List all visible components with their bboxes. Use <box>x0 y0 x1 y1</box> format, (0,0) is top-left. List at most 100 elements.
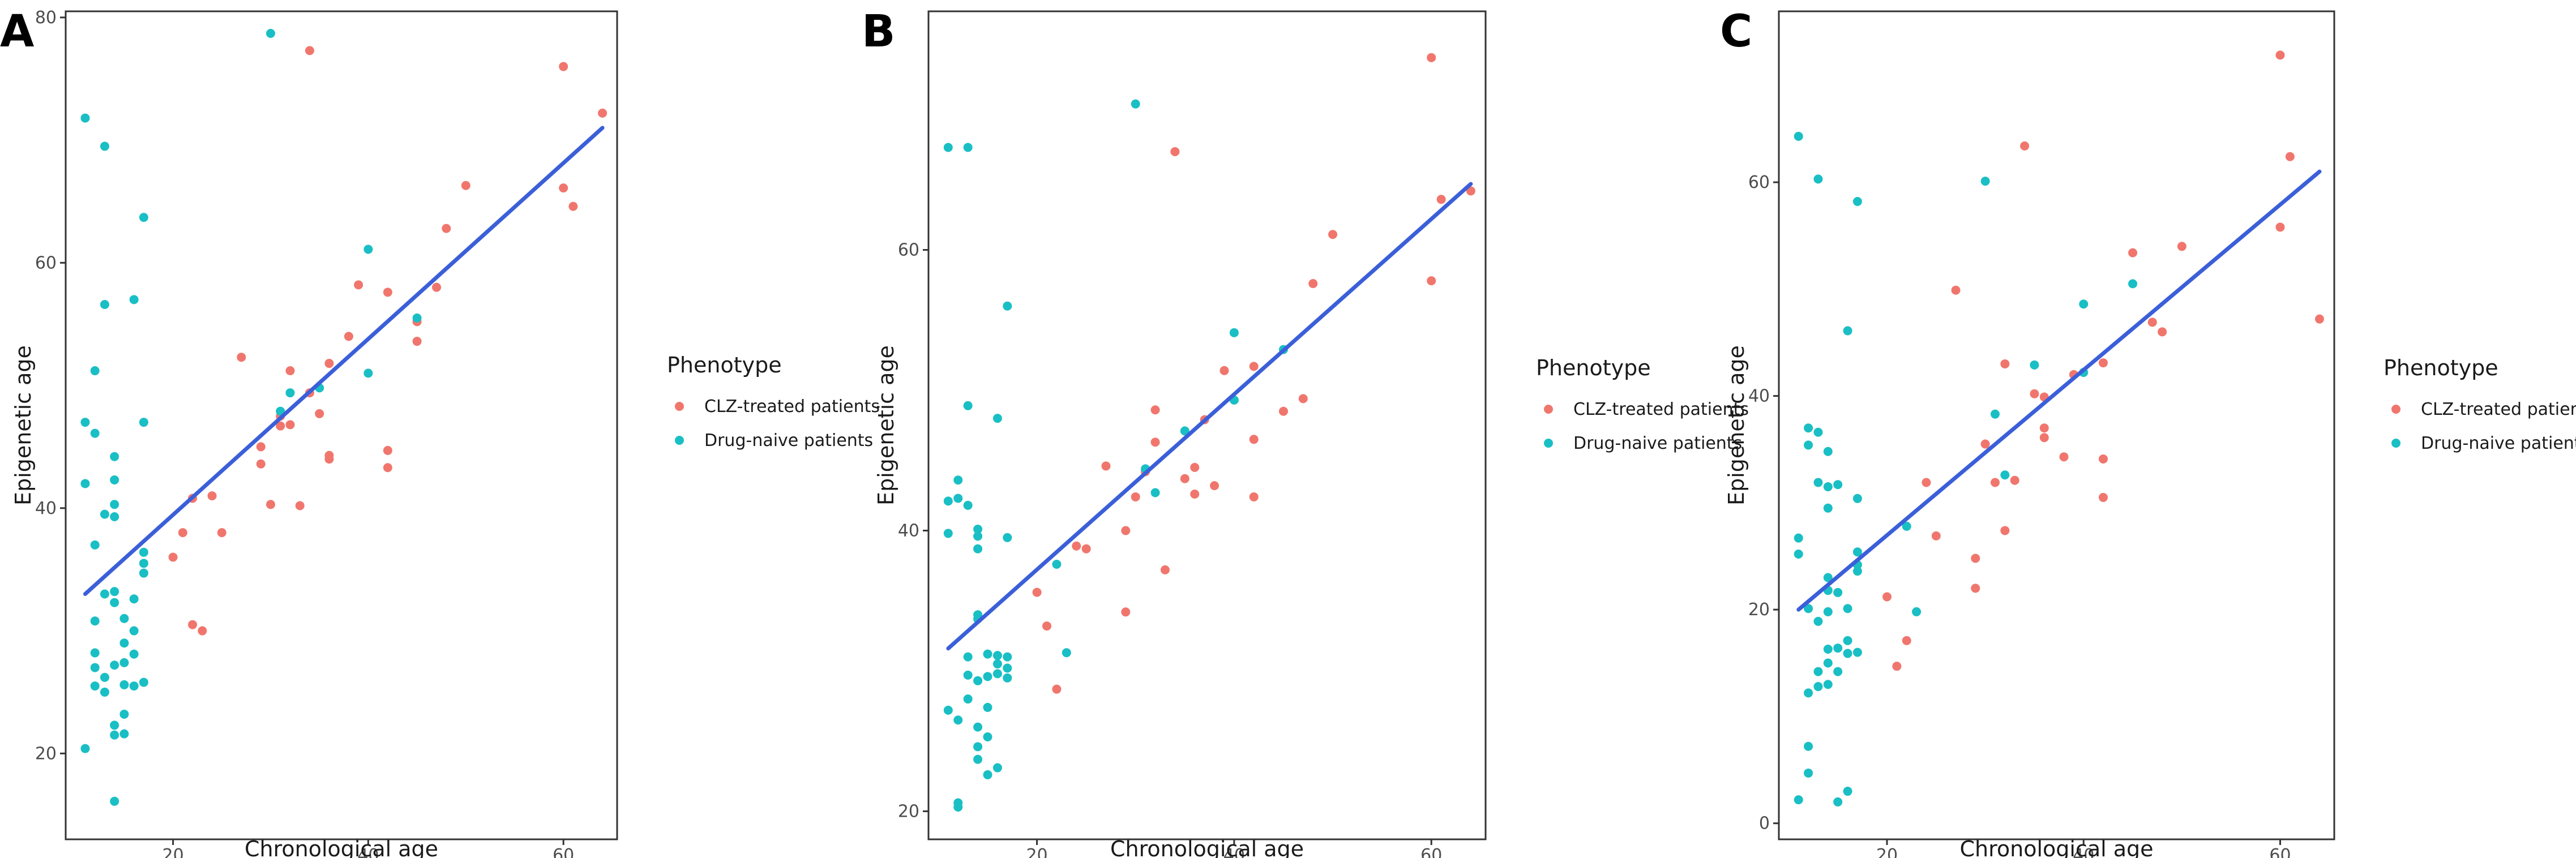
y-axis-title: Epigenetic age <box>874 345 898 505</box>
panel-b: B 20 40 60 20 40 60 Chronological age Epigenetic… <box>862 6 1749 858</box>
point-naive <box>110 660 119 670</box>
point-clz <box>2128 248 2138 258</box>
point-clz <box>1121 526 1131 535</box>
point-naive <box>973 722 983 732</box>
point-naive <box>110 475 119 484</box>
panel-c: C 20 40 60 0 20 40 60 Chronological age Epigeneti… <box>1720 6 2576 858</box>
point-naive <box>139 418 148 427</box>
point-clz <box>256 442 266 452</box>
point-clz <box>2275 222 2285 232</box>
point-naive <box>1794 131 1803 141</box>
point-naive <box>110 500 119 509</box>
panel-a: A 20 40 60 20 40 60 80 Chronological age Epigenet… <box>0 6 880 858</box>
legend: Phenotype CLZ-treated patients Drug-naive … <box>1536 355 1749 453</box>
point-naive <box>2030 360 2039 370</box>
point-naive <box>953 715 963 725</box>
point-clz <box>1210 481 1219 491</box>
y-tick-label: 20 <box>898 801 919 821</box>
point-clz <box>2177 242 2186 251</box>
point-naive <box>992 651 1002 660</box>
point-naive <box>90 428 100 438</box>
point-naive <box>90 681 100 691</box>
y-tick-label: 40 <box>1748 387 1770 406</box>
point-naive <box>119 680 129 689</box>
point-naive <box>129 594 139 604</box>
point-naive <box>1003 301 1012 311</box>
point-naive <box>943 143 953 152</box>
point-clz <box>2285 152 2295 161</box>
point-naive <box>1062 648 1071 658</box>
point-naive <box>80 479 90 488</box>
point-clz <box>598 108 607 118</box>
point-naive <box>110 452 119 461</box>
point-naive <box>1823 447 1833 456</box>
point-clz <box>305 46 314 55</box>
point-naive <box>90 616 100 626</box>
point-naive <box>80 113 90 123</box>
panel-letter: B <box>862 6 895 57</box>
point-clz <box>1042 621 1051 631</box>
point-naive <box>953 494 963 503</box>
point-naive <box>119 638 129 648</box>
point-naive <box>1003 533 1012 542</box>
point-naive <box>1980 177 1990 186</box>
point-naive <box>100 687 109 697</box>
point-naive <box>1003 663 1012 673</box>
point-naive <box>983 732 992 741</box>
point-naive <box>1813 174 1823 184</box>
x-axis-title: Chronological age <box>245 836 438 858</box>
point-clz <box>412 337 422 346</box>
legend-key <box>675 436 684 445</box>
point-clz <box>178 528 187 538</box>
point-naive <box>100 509 109 519</box>
plot-frame <box>927 10 1487 840</box>
point-naive <box>963 652 973 662</box>
x-tick-label: 60 <box>1420 846 1442 858</box>
point-naive <box>1833 587 1843 597</box>
point-naive <box>139 559 148 568</box>
point-naive <box>973 742 983 752</box>
point-clz <box>1971 554 1980 563</box>
y-tick-label: 20 <box>1748 600 1770 620</box>
point-naive <box>1843 604 1852 614</box>
panel-letter: A <box>0 6 34 57</box>
point-clz <box>383 288 392 297</box>
point-clz <box>1931 531 1941 540</box>
point-naive <box>963 500 973 510</box>
point-naive <box>1804 423 1813 433</box>
point-clz <box>2010 475 2019 485</box>
point-clz <box>285 420 295 430</box>
point-clz <box>324 359 334 368</box>
point-clz <box>1190 490 1200 499</box>
point-naive <box>1813 682 1823 692</box>
point-naive <box>992 414 1002 423</box>
legend-title: Phenotype <box>2384 355 2498 380</box>
point-clz <box>461 181 470 190</box>
x-tick-label: 20 <box>162 846 184 858</box>
point-naive <box>1843 326 1852 336</box>
point-clz <box>1032 587 1042 597</box>
point-clz <box>568 201 578 211</box>
point-naive <box>110 598 119 607</box>
legend: Phenotype CLZ-treated patients Drug-naive … <box>667 353 880 451</box>
point-clz <box>2000 359 2010 368</box>
point-naive <box>139 677 148 687</box>
point-clz <box>315 409 324 418</box>
point-clz <box>2275 50 2285 60</box>
point-naive <box>963 143 973 152</box>
point-clz <box>2039 423 2049 433</box>
point-naive <box>1804 741 1813 751</box>
point-clz <box>1170 147 1180 156</box>
point-naive <box>139 547 148 557</box>
x-tick-label: 60 <box>2269 846 2291 858</box>
point-naive <box>973 531 983 541</box>
x-tick-label: 60 <box>553 846 574 858</box>
legend: Phenotype CLZ-treated patients Drug-naive … <box>2384 355 2576 453</box>
point-clz <box>1150 405 1160 415</box>
point-naive <box>973 676 983 685</box>
point-naive <box>1823 573 1833 582</box>
point-clz <box>383 445 392 455</box>
point-clz <box>188 620 198 629</box>
legend-title: Phenotype <box>1536 355 1651 380</box>
y-tick-label: 60 <box>898 241 919 260</box>
